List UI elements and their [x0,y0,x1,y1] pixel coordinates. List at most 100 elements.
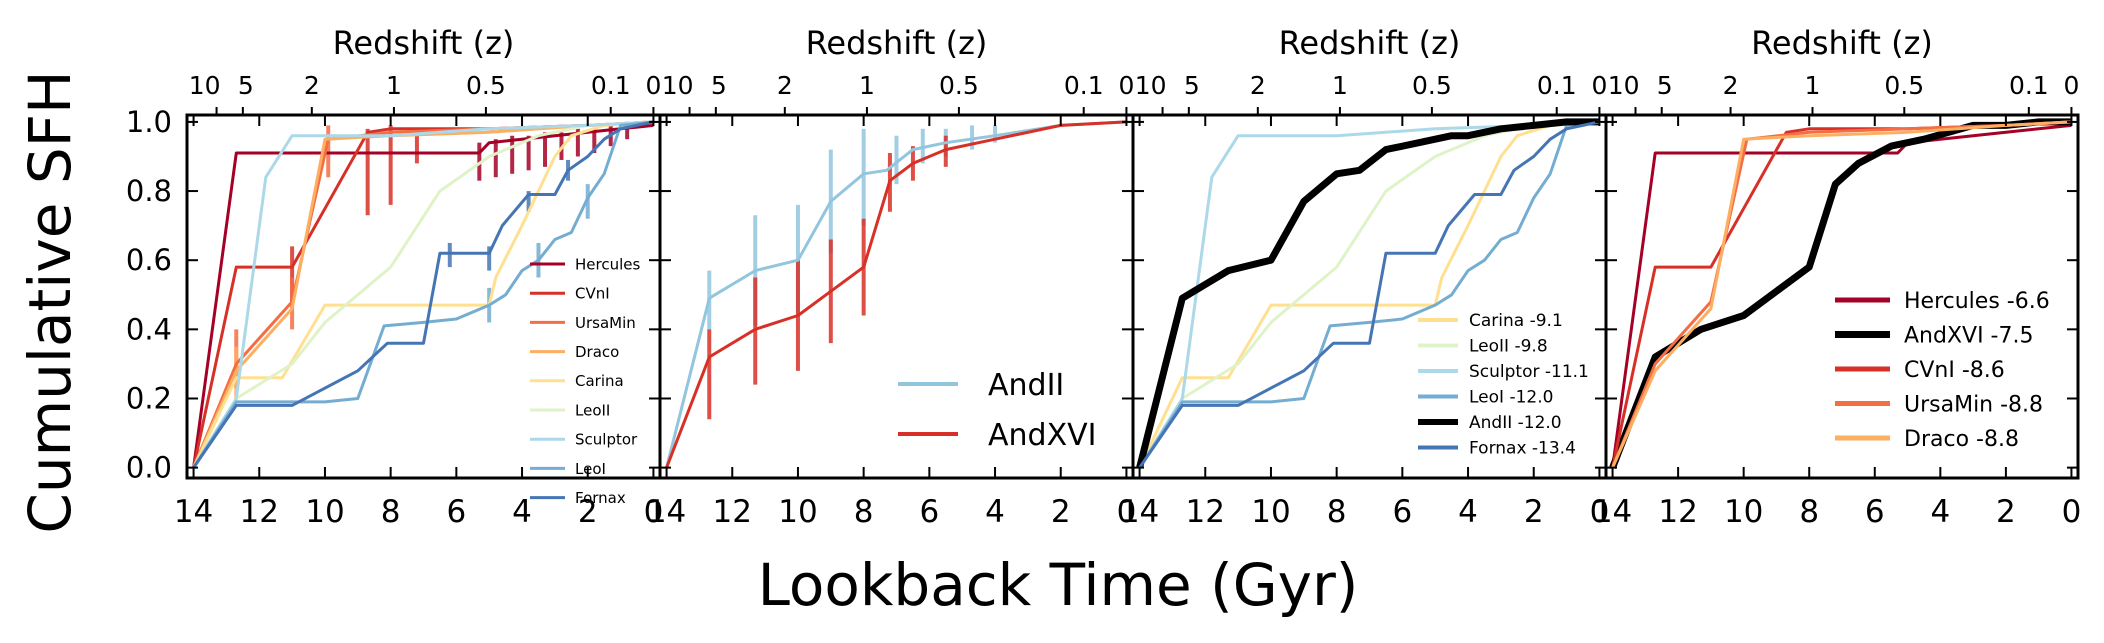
top-axis-label: Redshift (z) [1751,24,1933,62]
legend-label: AndXVI [988,418,1097,453]
legend-label: AndXVI -7.5 [1904,323,2034,348]
x-tick-label: 12 [1186,494,1225,530]
plot-frame [1604,113,2080,480]
z-tick-label: 1 [1805,71,1821,100]
z-tick-label: 0.1 [1064,71,1104,100]
x-tick-label: 0 [644,494,664,530]
x-tick-label: 0 [2062,494,2082,530]
z-tick-label: 0 [645,71,661,100]
z-tick-label: 2 [1250,71,1266,100]
legend-label: CVnI -8.6 [1904,358,2005,383]
series-line-sculptor [192,120,654,469]
x-tick-label: 10 [778,494,817,530]
x-tick-label: 10 [1724,494,1763,530]
x-tick-label: 4 [512,494,532,530]
z-tick-label: 1 [859,71,875,100]
x-tick-label: 2 [1051,494,1071,530]
x-tick-label: 6 [446,494,466,530]
legend-label: Draco [575,343,619,361]
series-line-draco [1611,120,2072,469]
z-tick-label: 10 [1135,71,1167,100]
x-tick-label: 4 [1930,494,1950,530]
z-tick-label: 0.5 [939,71,979,100]
y-tick-label: 0.2 [126,381,172,415]
legend-label: Fornax [575,489,626,507]
x-tick-label: 6 [1392,494,1412,530]
legend-label: LeoII [575,401,610,419]
series-line-leoi [1138,120,1600,469]
legend-label: Carina [575,372,624,390]
x-tick-label: 8 [381,494,401,530]
x-tick-label: 8 [1799,494,1819,530]
top-axis-label: Redshift (z) [333,24,515,62]
z-tick-label: 10 [1608,71,1640,100]
x-tick-label: 2 [1996,494,2016,530]
z-tick-label: 0.1 [1537,71,1577,100]
series-line-fornax [1138,120,1600,469]
y-tick-label: 1.0 [126,105,172,139]
z-tick-label: 5 [238,71,254,100]
y-tick-label: 0.6 [126,243,172,277]
x-axis-label: Lookback Time (Gyr) [758,551,1359,619]
series-line-andxvi [665,120,1127,469]
z-tick-label: 5 [1184,71,1200,100]
z-tick-label: 2 [304,71,320,100]
series-line-carina [1138,120,1600,469]
series-line-andii [1136,118,1600,469]
legend-label: UrsaMin -8.8 [1904,392,2043,417]
x-tick-label: 2 [578,494,598,530]
series-line-carina [192,120,654,469]
x-tick-label: 0 [1590,494,1610,530]
legend-label: Draco -8.8 [1904,427,2019,452]
x-tick-label: 6 [919,494,939,530]
z-tick-label: 0.5 [1412,71,1452,100]
z-tick-label: 0 [2063,71,2079,100]
z-tick-label: 10 [189,71,221,100]
legend-label: UrsaMin [575,314,636,332]
legend-label: Hercules -6.6 [1904,289,2050,314]
x-tick-label: 14 [1120,494,1159,530]
series-line-hercules [192,123,654,468]
z-tick-label: 0.1 [2009,71,2049,100]
z-tick-label: 10 [662,71,694,100]
y-tick-label: 0.0 [126,451,172,485]
x-tick-label: 14 [174,494,213,530]
z-tick-label: 0.1 [591,71,631,100]
x-tick-label: 4 [985,494,1005,530]
z-tick-label: 5 [711,71,727,100]
z-tick-label: 0.5 [466,71,506,100]
top-axis-label: Redshift (z) [1279,24,1461,62]
y-tick-label: 0.8 [126,174,172,208]
z-tick-label: 0 [1118,71,1134,100]
x-tick-label: 6 [1865,494,1885,530]
series-line-hercules [1611,123,2072,468]
y-tick-label: 0.4 [126,312,172,346]
series-line-fornax [192,120,654,469]
series-line-andii [665,120,1127,468]
z-tick-label: 2 [1723,71,1739,100]
x-tick-label: 12 [1658,494,1697,530]
z-tick-label: 0.5 [1884,71,1924,100]
y-axis-label: Cumulative SFH [16,70,84,533]
legend-label: LeoI [575,460,606,478]
x-tick-label: 14 [647,494,686,530]
x-tick-label: 0 [1117,494,1137,530]
legend-label: AndII -12.0 [1469,413,1562,433]
x-tick-label: 8 [1327,494,1347,530]
x-tick-label: 12 [713,494,752,530]
z-tick-label: 2 [777,71,793,100]
legend-label: Hercules [575,255,640,273]
legend-label: Fornax -13.4 [1469,439,1576,459]
x-tick-label: 2 [1524,494,1544,530]
z-tick-label: 1 [1332,71,1348,100]
legend-label: LeoI -12.0 [1469,388,1553,408]
x-tick-label: 10 [1251,494,1290,530]
series-line-leoii [192,120,654,469]
series-line-leoi [192,120,654,469]
legend-label: Sculptor [575,431,638,449]
z-tick-label: 0 [1591,71,1607,100]
